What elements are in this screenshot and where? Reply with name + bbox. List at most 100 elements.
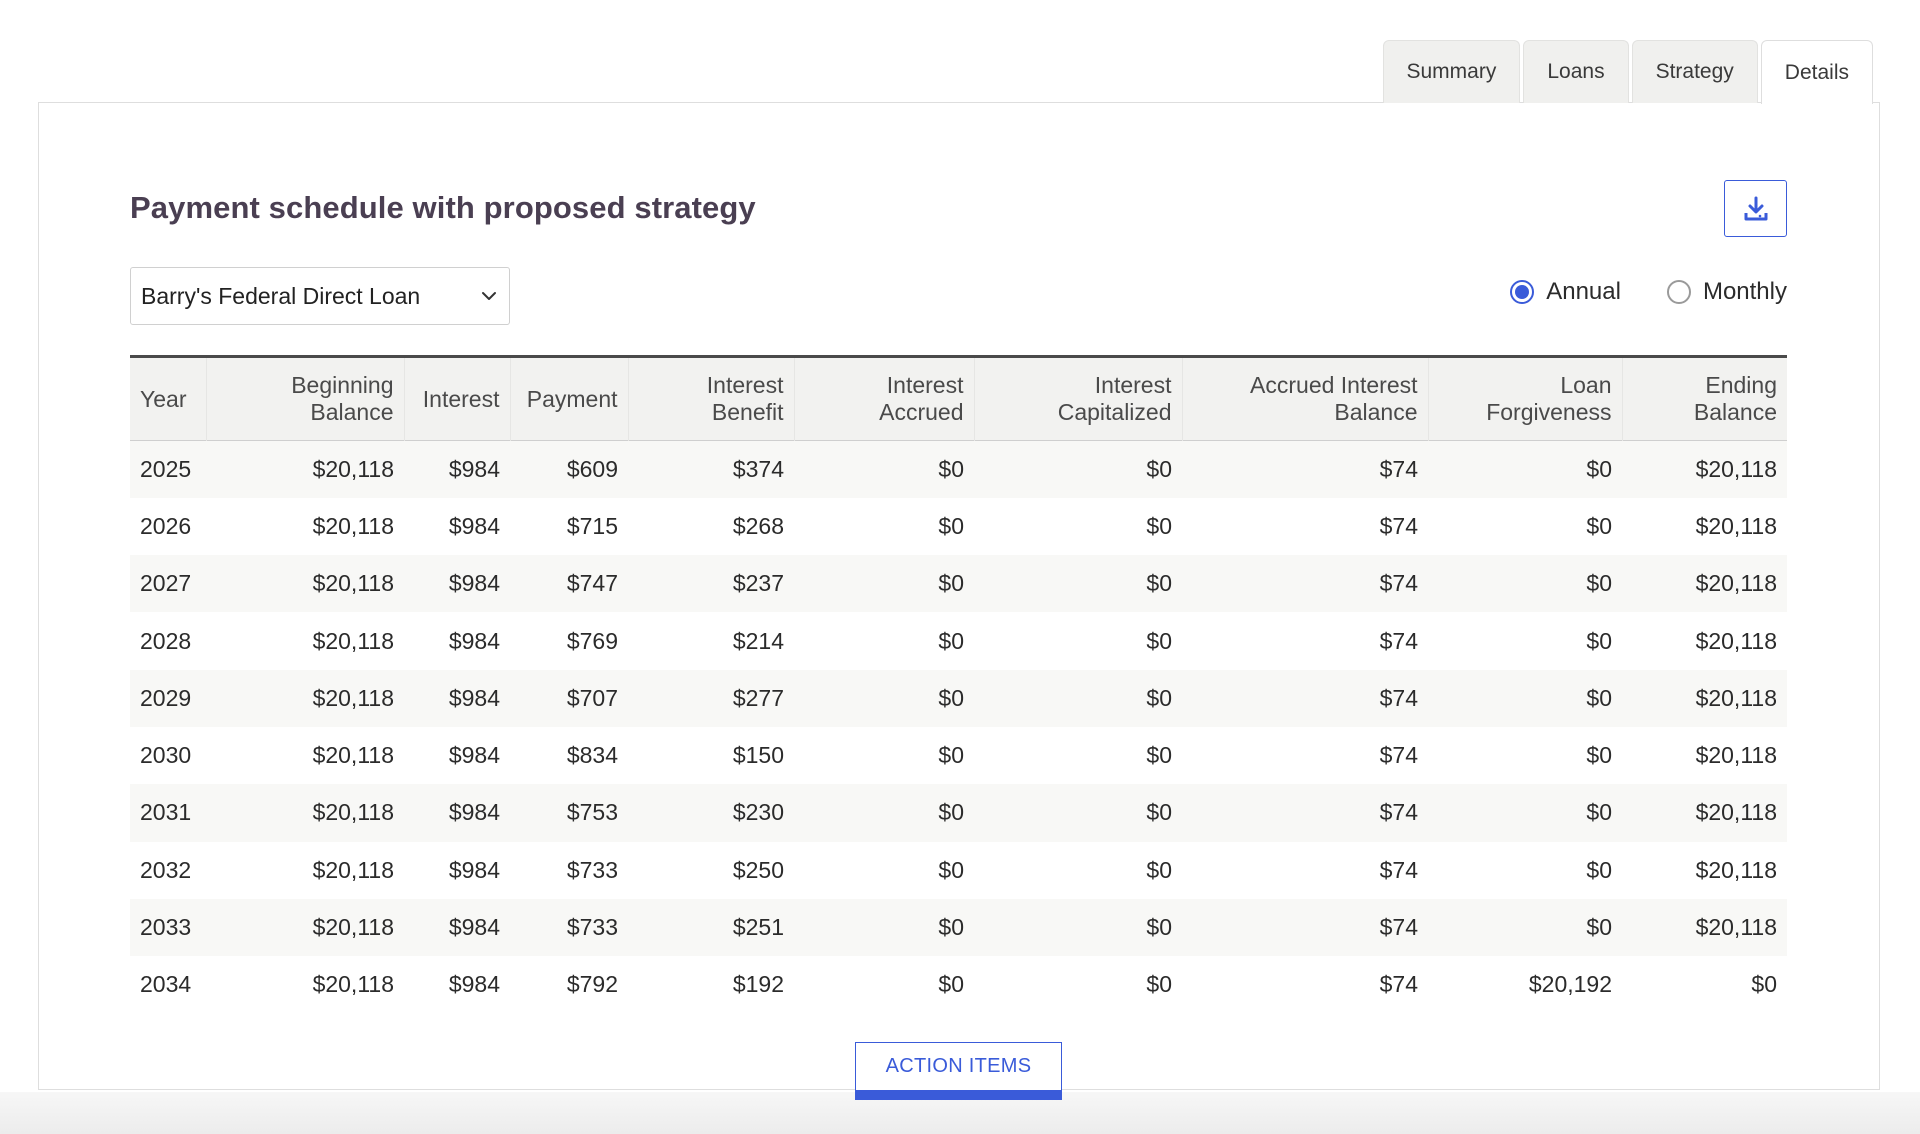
table-cell: $74 — [1379, 684, 1418, 711]
table-cell: $74 — [1379, 971, 1418, 998]
table-cell: $20,118 — [312, 627, 394, 654]
table-cell: $984 — [448, 570, 500, 597]
tab-details[interactable]: Details — [1760, 40, 1873, 104]
table-cell: $0 — [1146, 799, 1172, 826]
table-cell: $0 — [938, 570, 964, 597]
table-row: 2032 $20,118 $984 $733 $250 $0 $0 $74 $0 $20,118 — [130, 841, 1787, 899]
table-cell: $20,118 — [1695, 914, 1777, 941]
table-row: 2027 $20,118 $984 $747 $237 $0 $0 $74 $0 $20,118 — [130, 555, 1787, 613]
table-cell: $0 — [1586, 627, 1612, 654]
radio-monthly[interactable]: Monthly — [1666, 278, 1787, 306]
column-header: Interest Benefit — [628, 356, 795, 441]
table-cell: $20,118 — [312, 512, 394, 539]
loan-select[interactable]: Barry's Federal Direct Loan — [130, 267, 510, 325]
tab-summary[interactable]: Summary — [1382, 40, 1521, 103]
table-cell: $0 — [1146, 684, 1172, 711]
table-cell: $0 — [1586, 856, 1612, 883]
table-cell: $0 — [938, 799, 964, 826]
table-cell: $20,118 — [1695, 856, 1777, 883]
download-icon — [1744, 196, 1767, 220]
table-cell: $20,118 — [312, 742, 394, 769]
column-header-line: Beginning — [291, 372, 394, 398]
table-cell: $707 — [566, 684, 618, 711]
table-cell: $74 — [1379, 799, 1418, 826]
table-cell: $0 — [1586, 684, 1612, 711]
tab-bar: Summary Loans Strategy Details — [1382, 40, 1873, 104]
table-cell: $20,118 — [1695, 742, 1777, 769]
table-header-row: Year Beginning Balance Interest Payment Inter… — [130, 356, 1787, 441]
radio-annual[interactable]: Annual — [1510, 278, 1621, 306]
table-cell: $268 — [732, 512, 784, 539]
chevron-down-icon — [479, 286, 499, 306]
page-title: Payment schedule with proposed strategy — [130, 190, 756, 225]
table-cell: $733 — [566, 856, 618, 883]
column-header-line: Payment — [526, 385, 618, 412]
column-header: Beginning Balance — [206, 356, 405, 441]
column-header-line: Year — [140, 385, 187, 412]
table-cell: $0 — [1146, 856, 1172, 883]
table-cell: $192 — [732, 971, 784, 998]
table-cell: $984 — [448, 684, 500, 711]
table-row: 2030 $20,118 $984 $834 $150 $0 $0 $74 $0 $20,118 — [130, 726, 1787, 785]
column-header: Interest Capitalized — [974, 356, 1183, 441]
column-header-line: Interest — [1094, 372, 1172, 398]
table-cell: $0 — [938, 971, 964, 998]
table-cell: $0 — [1586, 914, 1612, 941]
radio-monthly-button[interactable] — [1666, 280, 1691, 304]
table-cell: 2027 — [140, 570, 192, 597]
table-cell: $20,118 — [1695, 684, 1777, 711]
radio-monthly-label: Monthly — [1702, 278, 1787, 305]
radio-annual-button[interactable] — [1510, 280, 1535, 304]
table-cell: $0 — [938, 914, 964, 941]
column-header: Ending Balance — [1622, 357, 1787, 441]
table-row: 2031 $20,118 $984 $753 $230 $0 $0 $74 $0 $20,118 — [130, 784, 1787, 842]
table-cell: $0 — [938, 627, 964, 654]
table-cell: $214 — [732, 627, 784, 654]
table-cell: $984 — [448, 971, 500, 998]
table-cell: $769 — [566, 627, 618, 654]
radio-annual-label: Annual — [1546, 278, 1621, 305]
table-cell: $0 — [1146, 971, 1172, 998]
table-cell: $20,118 — [312, 455, 394, 482]
table-cell: $0 — [1146, 627, 1172, 654]
action-items-button[interactable]: ACTION ITEMS — [855, 1042, 1062, 1100]
table-cell: $20,118 — [1695, 799, 1777, 826]
table-cell: $20,118 — [1695, 570, 1777, 597]
table-cell: $0 — [1146, 742, 1172, 769]
table-cell: $20,118 — [1695, 512, 1777, 539]
table-cell: $984 — [448, 627, 500, 654]
column-header-line: Ending — [1705, 372, 1777, 398]
payment-schedule-table: Year Beginning Balance Interest Payment Inter… — [130, 355, 1787, 1014]
download-button[interactable] — [1724, 180, 1787, 237]
table-cell: $20,118 — [312, 914, 394, 941]
table-cell: $0 — [938, 684, 964, 711]
table-cell: 2028 — [140, 627, 192, 654]
table-cell: $74 — [1379, 627, 1418, 654]
table-row: 2033 $20,118 $984 $733 $251 $0 $0 $74 $0 $20,118 — [130, 898, 1787, 957]
tab-loans[interactable]: Loans — [1523, 40, 1629, 103]
table-cell: $20,118 — [312, 570, 394, 597]
period-toggle: Annual Monthly — [1510, 278, 1787, 306]
table-cell: 2033 — [140, 914, 192, 941]
tab-strategy[interactable]: Strategy — [1631, 40, 1758, 103]
table-row: 2028 $20,118 $984 $769 $214 $0 $0 $74 $0 $20,118 — [130, 612, 1787, 670]
column-header-line: Accrued — [879, 399, 964, 425]
table-cell: 2029 — [140, 684, 192, 711]
loan-select-value: Barry's Federal Direct Loan — [141, 282, 421, 309]
table-cell: $237 — [732, 570, 784, 597]
table-cell: $715 — [566, 512, 618, 539]
table-cell: 2034 — [140, 971, 192, 998]
table-cell: $251 — [732, 914, 784, 941]
table-cell: $0 — [1586, 570, 1612, 597]
table-cell: $20,118 — [1695, 455, 1777, 482]
table-cell: $0 — [1586, 512, 1612, 539]
column-header: Payment — [510, 356, 629, 441]
details-panel — [38, 102, 1880, 1090]
table-cell: $792 — [566, 971, 618, 998]
table-cell: 2025 — [140, 455, 192, 482]
table-cell: $834 — [566, 742, 618, 769]
table-cell: 2032 — [140, 856, 192, 883]
table-row: 2034 $20,118 $984 $792 $192 $0 $0 $74 $20,192 $0 — [130, 956, 1787, 1014]
table-cell: $0 — [1146, 455, 1172, 482]
table-cell: $0 — [1586, 455, 1612, 482]
